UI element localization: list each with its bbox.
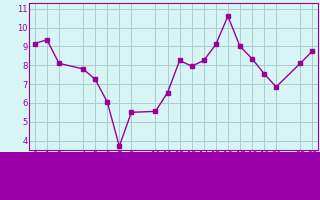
X-axis label: Windchill (Refroidissement éolien,°C): Windchill (Refroidissement éolien,°C) <box>78 165 269 174</box>
